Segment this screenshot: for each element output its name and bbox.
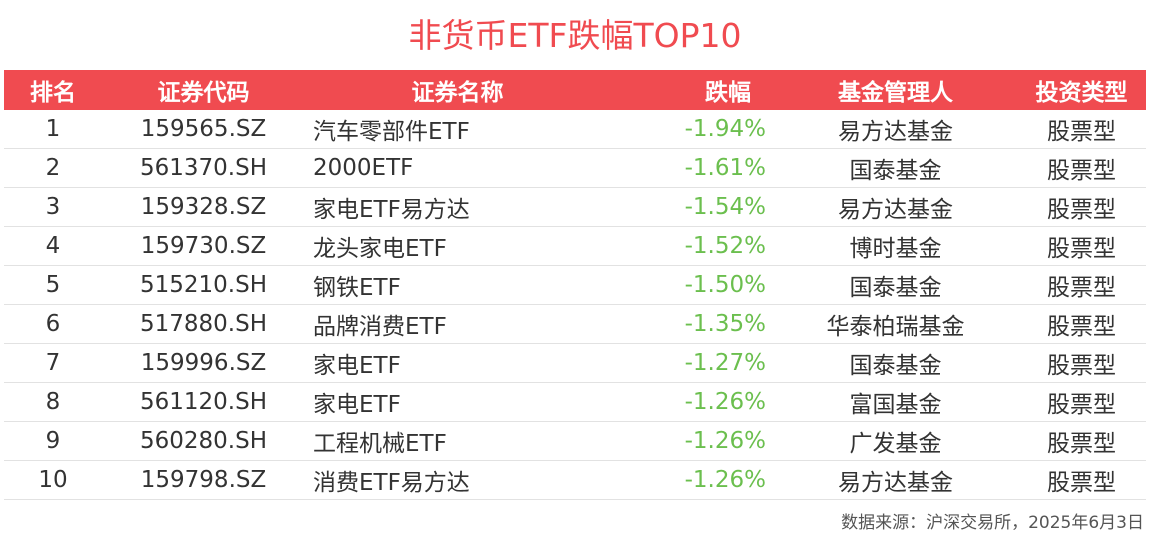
type-cell: 股票型 xyxy=(1047,275,1116,301)
name-cell: 汽车零部件ETF xyxy=(313,119,470,145)
decline-cell: -1.27% xyxy=(684,350,766,376)
table-row: 9 560280.SH 工程机械ETF -1.26% 广发基金 股票型 xyxy=(4,422,1146,461)
etf-table: 排名 证券代码 证券名称 跌幅 基金管理人 投资类型 1 159565.SZ 汽车零… xyxy=(4,70,1146,500)
code-cell: 159328.SZ xyxy=(140,194,267,220)
decline-cell: -1.35% xyxy=(684,311,766,337)
header-name: 证券名称 xyxy=(411,80,504,106)
rank-cell: 8 xyxy=(45,389,61,415)
manager-cell: 国泰基金 xyxy=(849,353,942,379)
header-decline: 跌幅 xyxy=(705,80,751,106)
name-cell: 消费ETF易方达 xyxy=(313,470,470,496)
code-cell: 159730.SZ xyxy=(140,233,267,259)
rank-cell: 6 xyxy=(45,311,61,337)
type-cell: 股票型 xyxy=(1047,236,1116,262)
decline-cell: -1.94% xyxy=(684,116,766,142)
code-cell: 561370.SH xyxy=(139,155,267,181)
name-cell: 工程机械ETF xyxy=(313,431,447,457)
decline-cell: -1.52% xyxy=(684,233,766,259)
name-cell: 家电ETF易方达 xyxy=(313,197,470,223)
decline-cell: -1.26% xyxy=(684,428,766,454)
name-cell: 家电ETF xyxy=(313,392,401,418)
header-rank: 排名 xyxy=(30,80,76,106)
type-cell: 股票型 xyxy=(1047,470,1116,496)
table-row: 3 159328.SZ 家电ETF易方达 -1.54% 易方达基金 股票型 xyxy=(4,188,1146,227)
table-row: 5 515210.SH 钢铁ETF -1.50% 国泰基金 股票型 xyxy=(4,266,1146,305)
table-body: 1 159565.SZ 汽车零部件ETF -1.94% 易方达基金 股票型 2 561370.… xyxy=(4,110,1146,500)
code-cell: 159798.SZ xyxy=(140,467,267,493)
table-row: 6 517880.SH 品牌消费ETF -1.35% 华泰柏瑞基金 股票型 xyxy=(4,305,1146,344)
code-cell: 517880.SH xyxy=(139,311,267,337)
rank-cell: 2 xyxy=(45,155,61,181)
rank-cell: 3 xyxy=(45,194,61,220)
decline-cell: -1.54% xyxy=(684,194,766,220)
type-cell: 股票型 xyxy=(1047,314,1116,340)
manager-cell: 易方达基金 xyxy=(838,119,953,145)
table-header: 排名 证券代码 证券名称 跌幅 基金管理人 投资类型 xyxy=(4,70,1146,110)
header-type: 投资类型 xyxy=(1035,80,1128,106)
rank-cell: 9 xyxy=(45,428,61,454)
header-manager: 基金管理人 xyxy=(838,80,953,106)
table-row: 10 159798.SZ 消费ETF易方达 -1.26% 易方达基金 股票型 xyxy=(4,461,1146,500)
manager-cell: 富国基金 xyxy=(849,392,942,418)
data-source-note: 数据来源：沪深交易所，2025年6月3日 xyxy=(841,513,1144,533)
manager-cell: 国泰基金 xyxy=(849,158,942,184)
rank-cell: 4 xyxy=(45,233,61,259)
table-row: 8 561120.SH 家电ETF -1.26% 富国基金 股票型 xyxy=(4,383,1146,422)
table-row: 7 159996.SZ 家电ETF -1.27% 国泰基金 股票型 xyxy=(4,344,1146,383)
type-cell: 股票型 xyxy=(1047,392,1116,418)
manager-cell: 易方达基金 xyxy=(838,197,953,223)
table-row: 1 159565.SZ 汽车零部件ETF -1.94% 易方达基金 股票型 xyxy=(4,110,1146,149)
header-code: 证券代码 xyxy=(157,80,250,106)
type-cell: 股票型 xyxy=(1047,353,1116,379)
name-cell: 龙头家电ETF xyxy=(313,236,447,262)
type-cell: 股票型 xyxy=(1047,158,1116,184)
name-cell: 家电ETF xyxy=(313,353,401,379)
manager-cell: 华泰柏瑞基金 xyxy=(826,314,965,340)
rank-cell: 10 xyxy=(38,467,68,493)
code-cell: 159565.SZ xyxy=(140,116,267,142)
decline-cell: -1.26% xyxy=(684,389,766,415)
chart-title: 非货币ETF跌幅TOP10 xyxy=(408,16,742,55)
manager-cell: 国泰基金 xyxy=(849,275,942,301)
table-row: 4 159730.SZ 龙头家电ETF -1.52% 博时基金 股票型 xyxy=(4,227,1146,266)
code-cell: 560280.SH xyxy=(139,428,267,454)
type-cell: 股票型 xyxy=(1047,197,1116,223)
decline-cell: -1.61% xyxy=(684,155,766,181)
code-cell: 159996.SZ xyxy=(140,350,267,376)
decline-cell: -1.50% xyxy=(684,272,766,298)
code-cell: 515210.SH xyxy=(139,272,267,298)
manager-cell: 广发基金 xyxy=(849,431,942,457)
name-cell: 品牌消费ETF xyxy=(313,314,447,340)
type-cell: 股票型 xyxy=(1047,119,1116,145)
manager-cell: 易方达基金 xyxy=(838,470,953,496)
name-cell: 钢铁ETF xyxy=(313,275,401,301)
rank-cell: 5 xyxy=(45,272,61,298)
manager-cell: 博时基金 xyxy=(849,236,942,262)
name-cell: 2000ETF xyxy=(313,155,414,181)
rank-cell: 1 xyxy=(45,116,61,142)
rank-cell: 7 xyxy=(45,350,61,376)
table-row: 2 561370.SH 2000ETF -1.61% 国泰基金 股票型 xyxy=(4,149,1146,188)
decline-cell: -1.26% xyxy=(684,467,766,493)
type-cell: 股票型 xyxy=(1047,431,1116,457)
code-cell: 561120.SH xyxy=(139,389,267,415)
